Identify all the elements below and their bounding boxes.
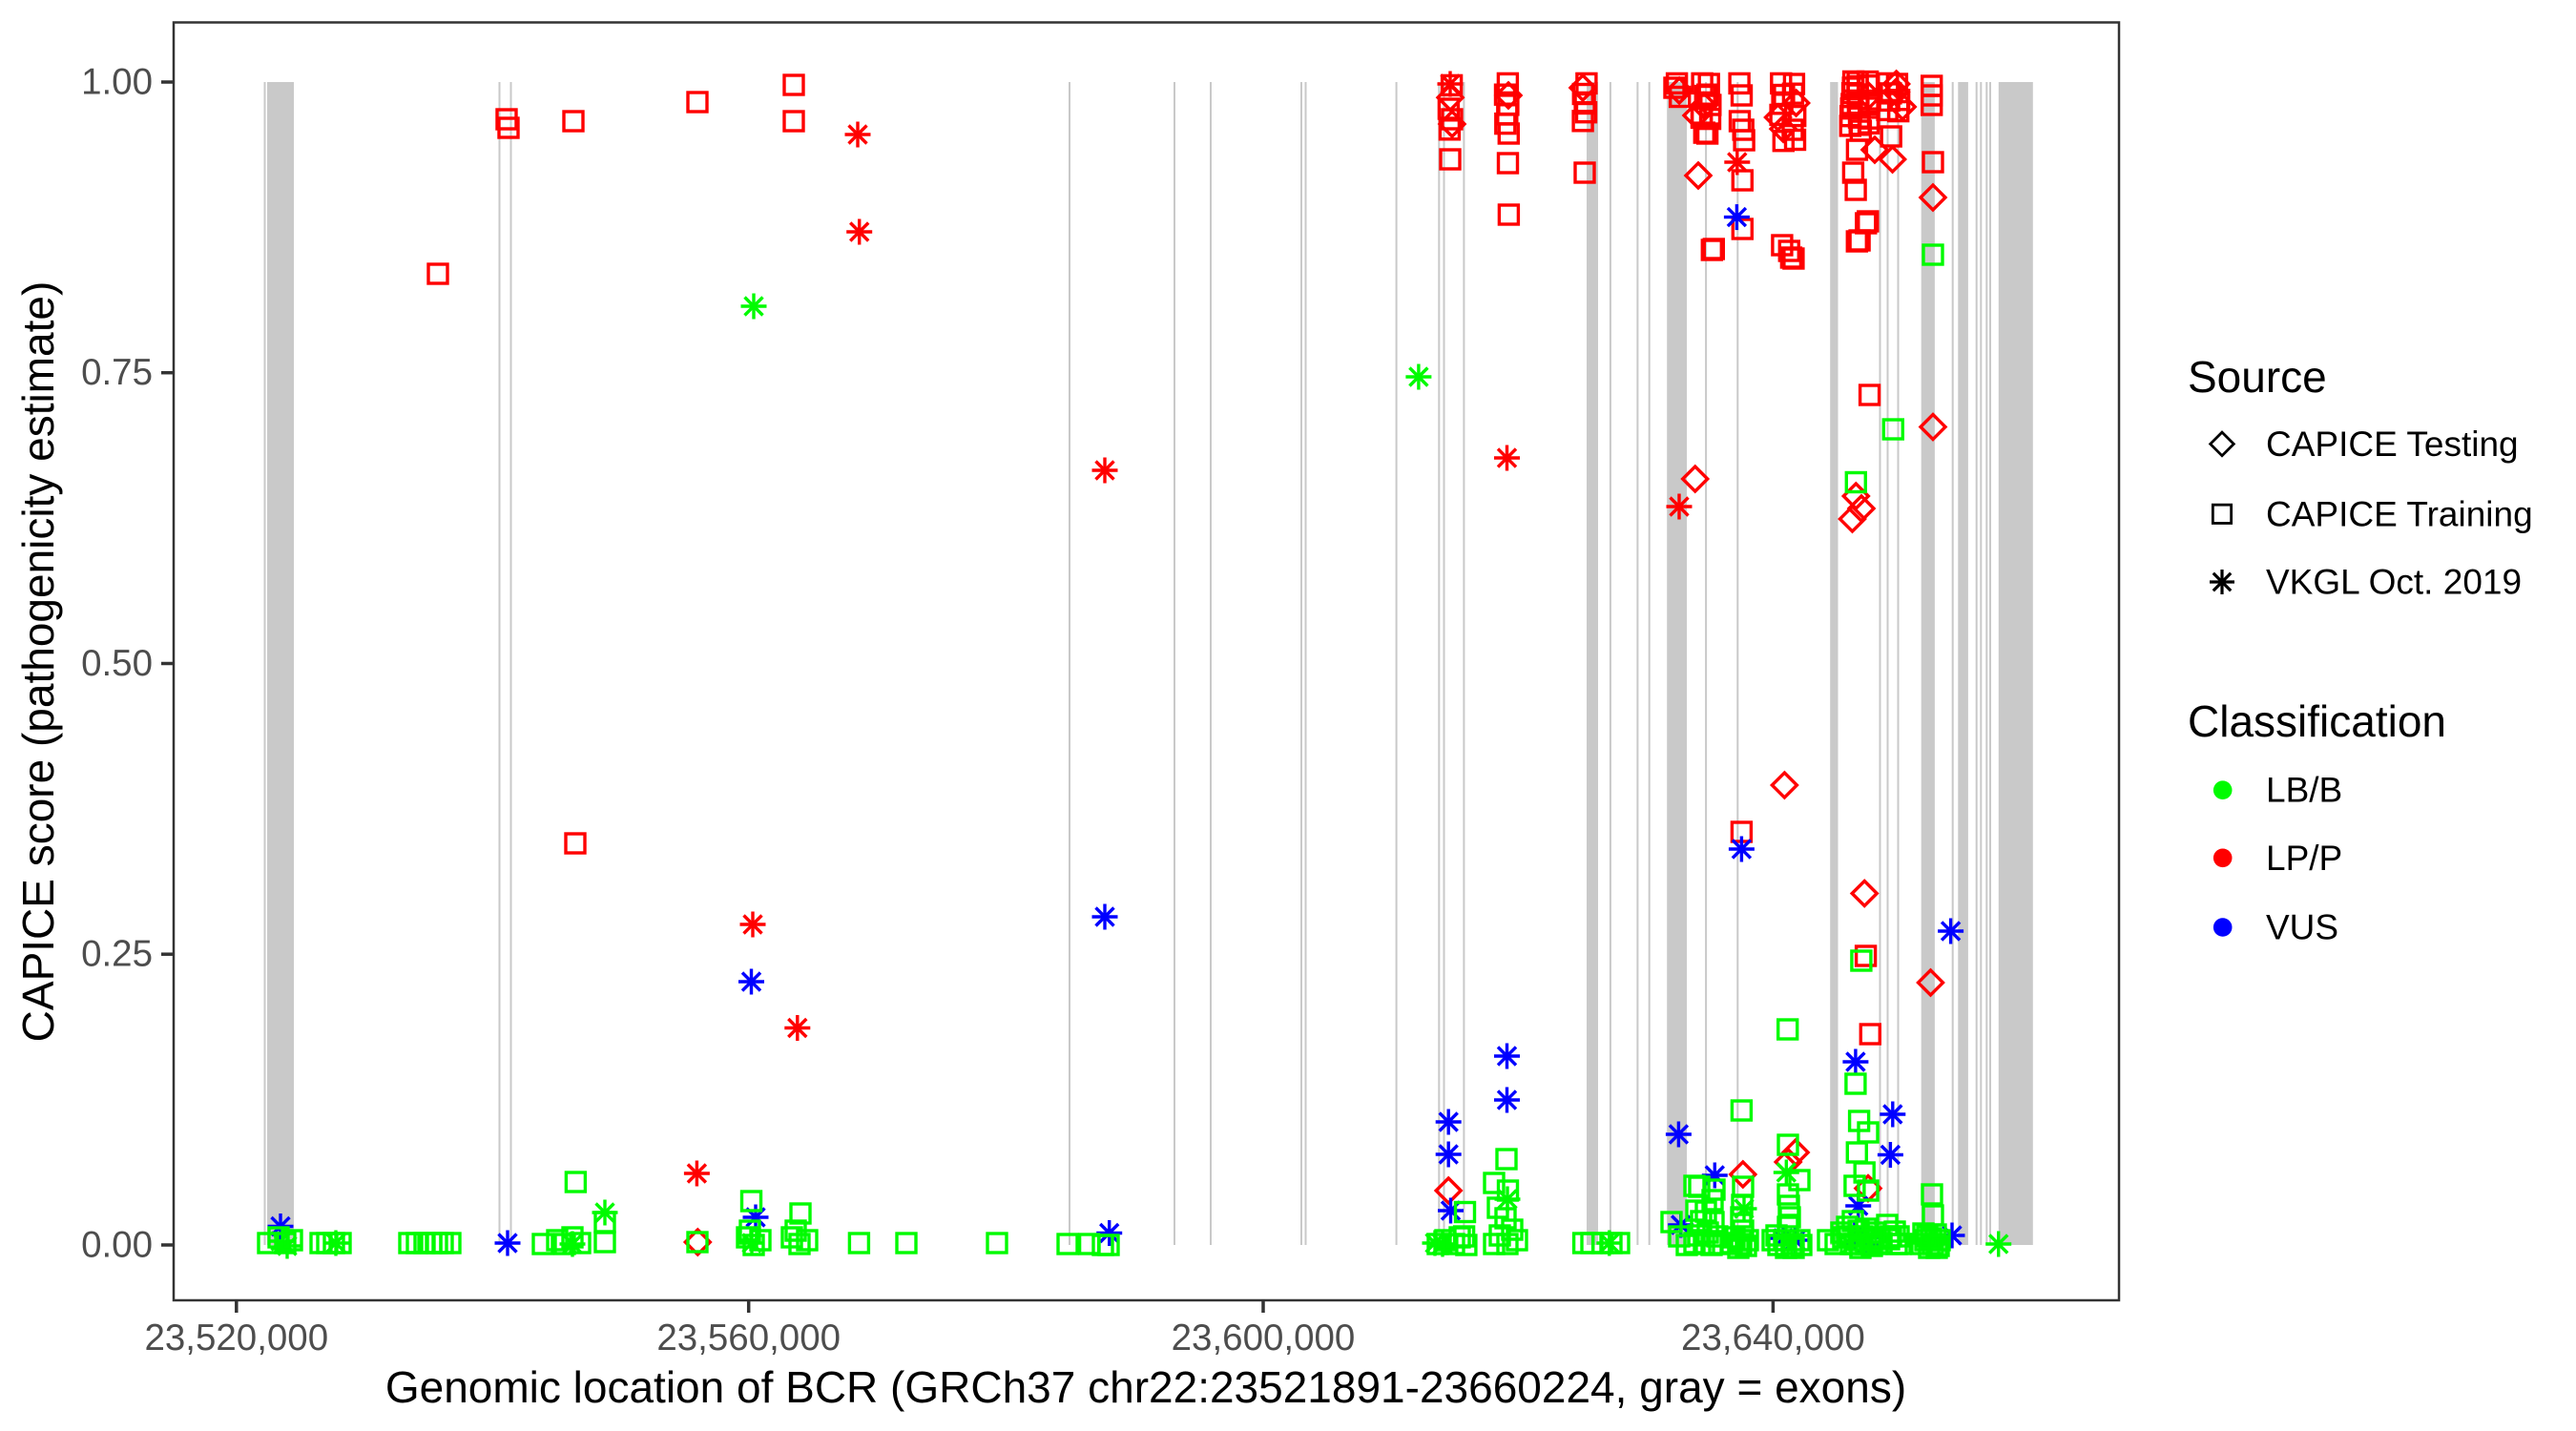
- svg-text:0.50: 0.50: [81, 643, 153, 684]
- svg-text:23,560,000: 23,560,000: [656, 1317, 841, 1358]
- svg-text:0.75: 0.75: [81, 352, 153, 393]
- svg-text:VUS: VUS: [2266, 908, 2338, 947]
- svg-text:0.25: 0.25: [81, 934, 153, 975]
- svg-text:CAPICE Training: CAPICE Training: [2266, 494, 2533, 533]
- svg-text:Source: Source: [2188, 352, 2327, 402]
- svg-text:CAPICE score (pathogenicity es: CAPICE score (pathogenicity estimate): [13, 281, 63, 1043]
- svg-text:23,640,000: 23,640,000: [1681, 1317, 1865, 1358]
- svg-text:CAPICE Testing: CAPICE Testing: [2266, 425, 2519, 464]
- svg-text:Genomic location of BCR (GRCh3: Genomic location of BCR (GRCh37 chr22:23…: [385, 1362, 1906, 1412]
- svg-text:LP/P: LP/P: [2266, 839, 2342, 878]
- svg-text:23,520,000: 23,520,000: [144, 1317, 328, 1358]
- svg-text:1.00: 1.00: [81, 62, 153, 103]
- svg-text:23,600,000: 23,600,000: [1172, 1317, 1356, 1358]
- svg-text:0.00: 0.00: [81, 1225, 153, 1266]
- svg-text:Classification: Classification: [2188, 696, 2446, 746]
- svg-text:LB/B: LB/B: [2266, 771, 2342, 810]
- svg-text:VKGL Oct. 2019: VKGL Oct. 2019: [2266, 563, 2522, 602]
